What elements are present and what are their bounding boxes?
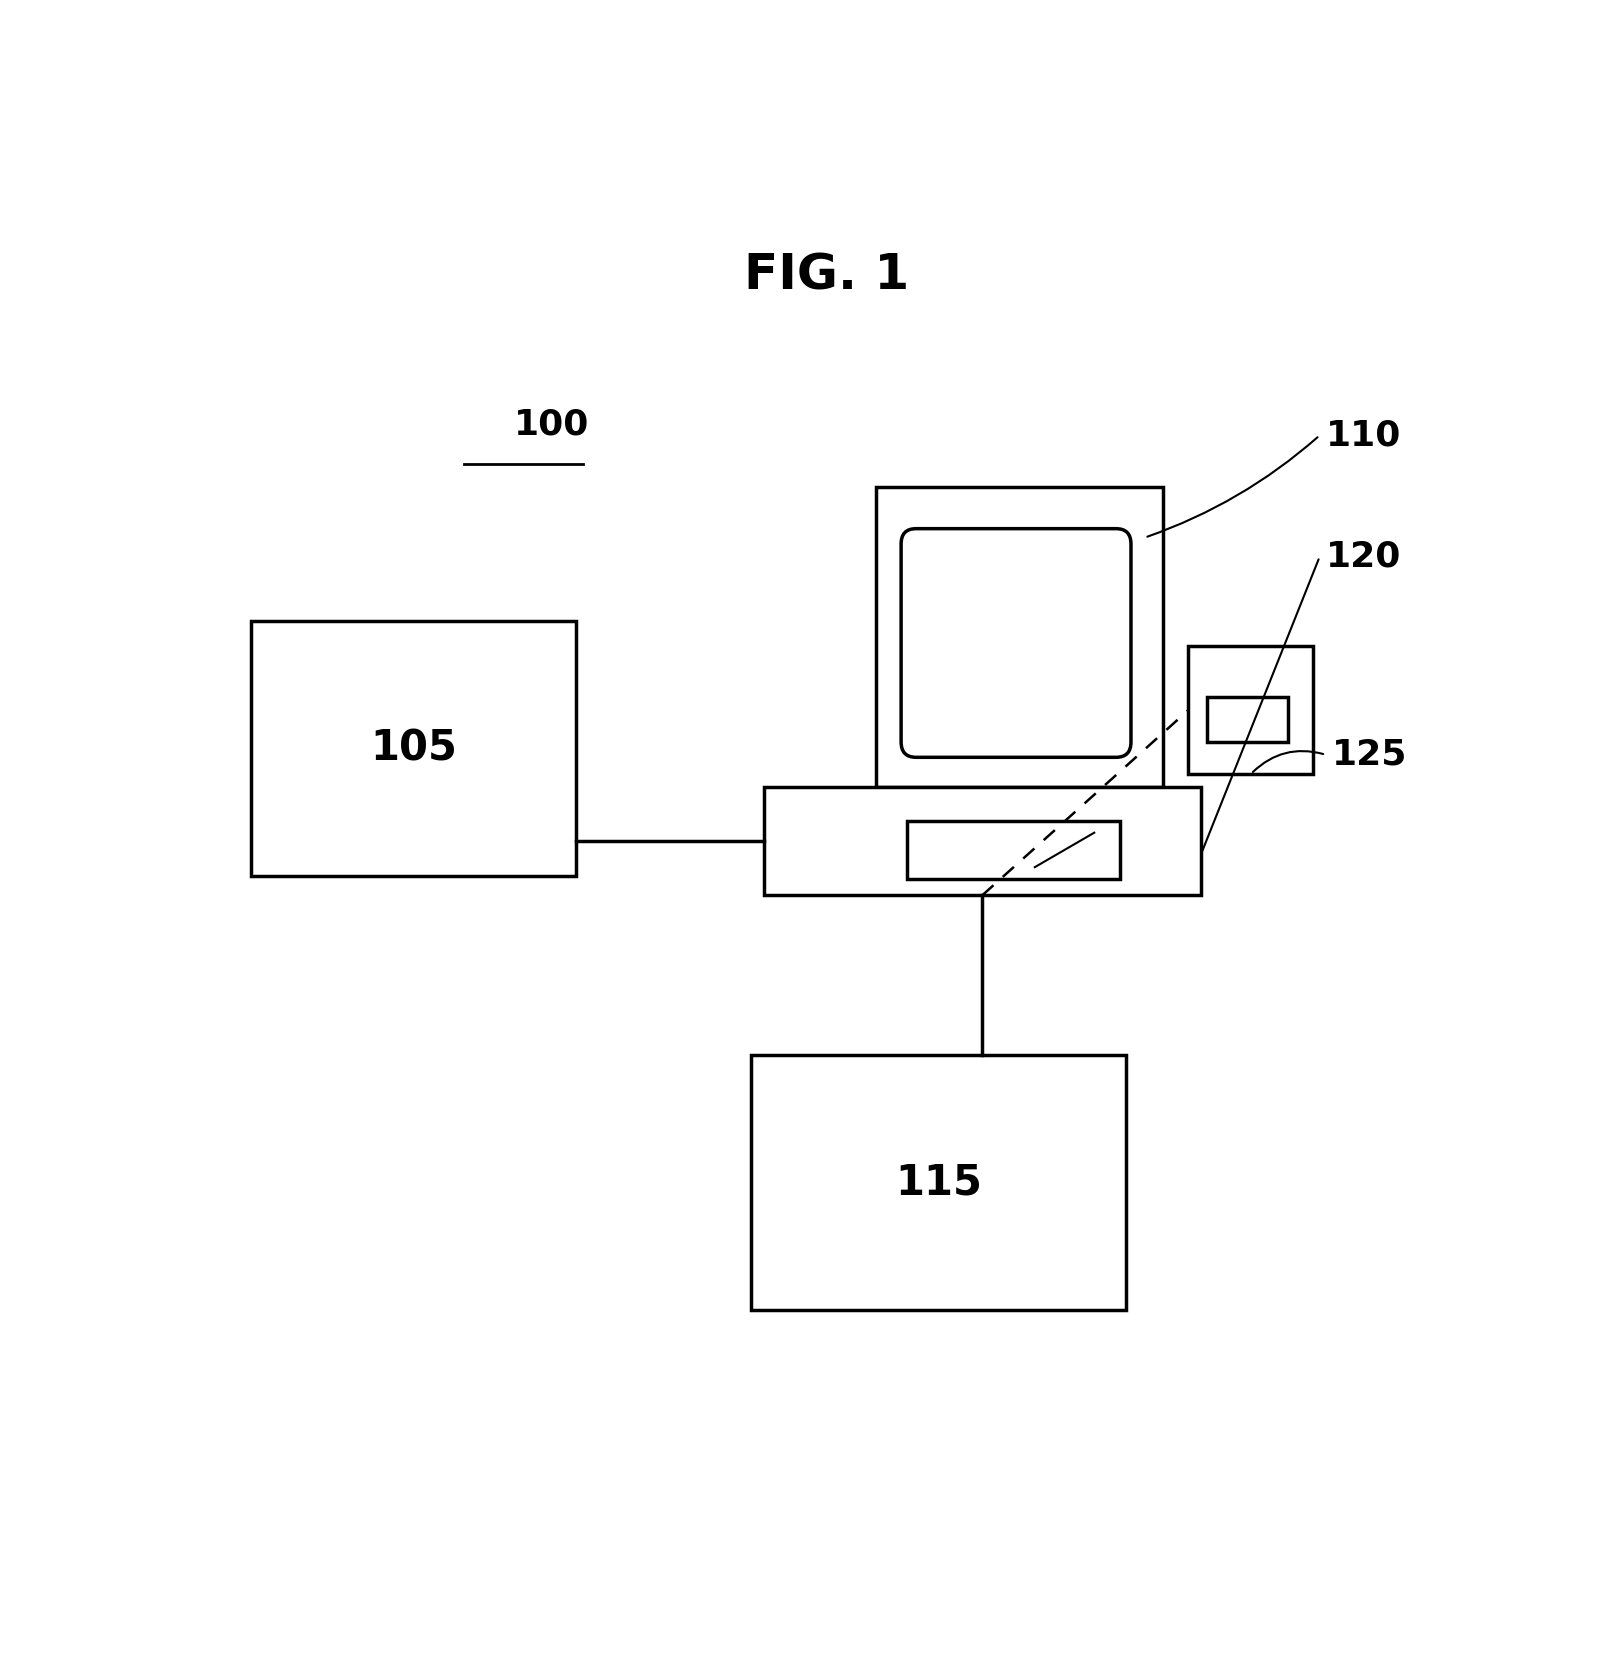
Bar <box>764 786 1201 896</box>
Text: 115: 115 <box>895 1161 982 1204</box>
Text: 125: 125 <box>1332 738 1407 771</box>
Bar <box>877 486 1164 786</box>
FancyBboxPatch shape <box>901 529 1132 757</box>
Text: 120: 120 <box>1325 539 1401 574</box>
Text: 105: 105 <box>371 727 458 770</box>
Text: 100: 100 <box>514 408 590 441</box>
Bar <box>1207 697 1288 742</box>
Bar <box>251 620 577 876</box>
Bar <box>751 1055 1125 1311</box>
Bar <box>1188 645 1314 773</box>
Text: 110: 110 <box>1325 418 1401 453</box>
Text: FIG. 1: FIG. 1 <box>743 252 909 300</box>
Bar <box>908 821 1120 879</box>
